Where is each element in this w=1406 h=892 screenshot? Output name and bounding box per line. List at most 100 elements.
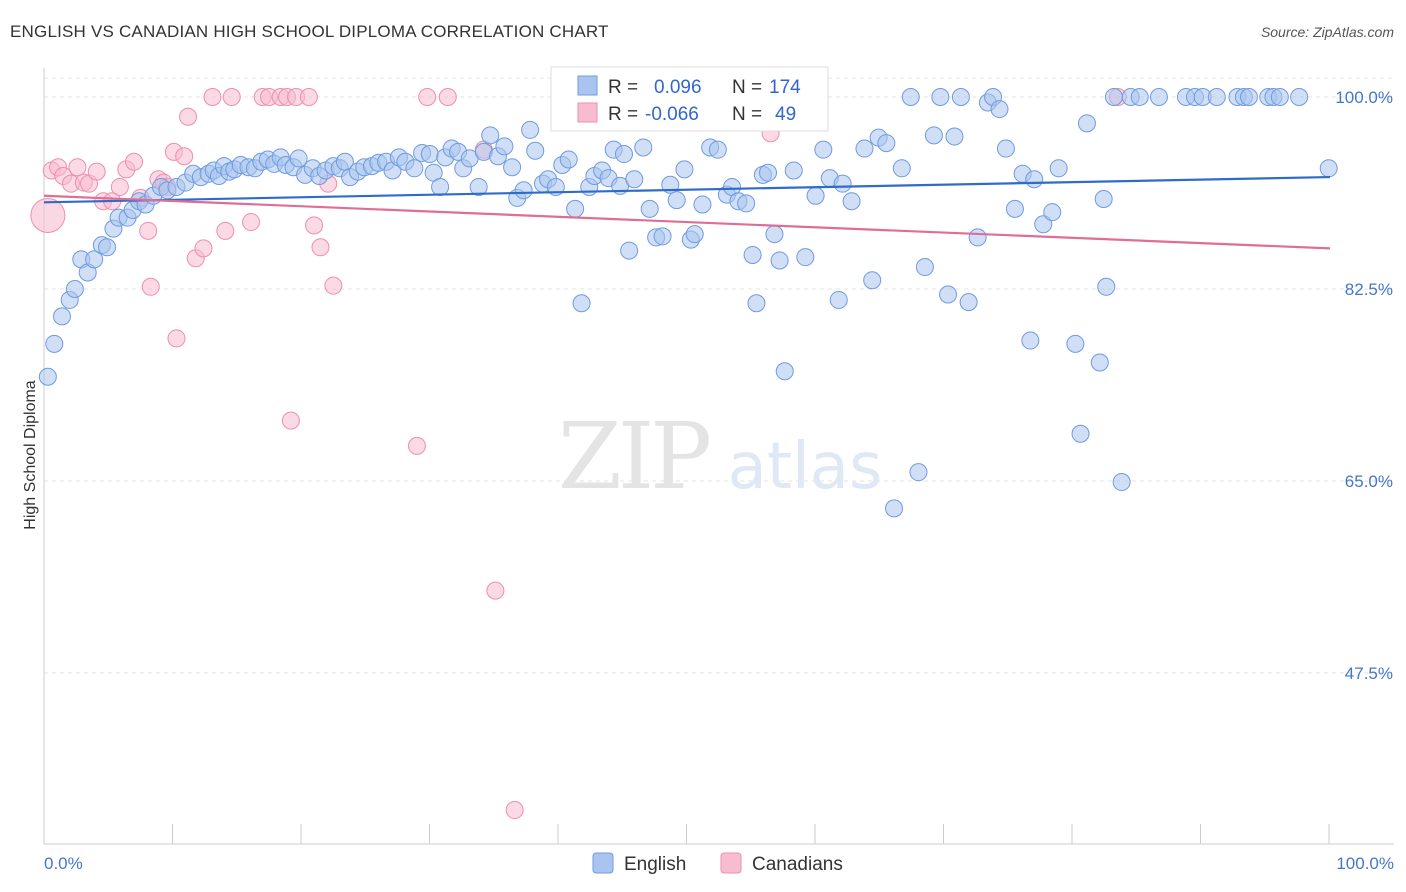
point-english — [566, 199, 585, 218]
point-english — [842, 192, 861, 211]
point-english — [85, 250, 104, 269]
point-english — [996, 139, 1015, 158]
bottom-legend: English Canadians — [592, 852, 843, 875]
point-english — [775, 362, 794, 381]
point-english — [924, 126, 943, 145]
point-english — [968, 228, 987, 247]
point-canadians — [222, 88, 241, 106]
trend-line-english — [43, 175, 1331, 204]
point-english — [405, 159, 424, 178]
point-english — [620, 241, 639, 260]
point-english — [1097, 277, 1116, 296]
point-english — [38, 367, 57, 386]
point-english — [1005, 199, 1024, 218]
point-canadians — [194, 239, 213, 258]
point-english — [784, 161, 803, 180]
point-english — [614, 145, 633, 164]
series-canadians-points — [30, 88, 1127, 820]
point-english — [469, 177, 488, 196]
point-english — [289, 149, 308, 168]
point-english — [806, 186, 825, 205]
point-canadians — [305, 216, 324, 235]
point-canadians — [139, 221, 158, 240]
bottom-legend-canadians: Canadians — [752, 854, 843, 875]
trend-lines — [43, 175, 1331, 250]
point-english — [990, 100, 1009, 119]
point-english — [1319, 159, 1338, 178]
legend-english-r-value: 0.096 — [654, 77, 702, 98]
watermark: ZIP atlas — [558, 403, 882, 510]
watermark-atlas: atlas — [728, 430, 883, 504]
point-canadians — [141, 277, 160, 296]
point-english — [1021, 331, 1040, 350]
point-canadians — [216, 221, 235, 240]
y-tick-label: 65.0% — [1345, 472, 1393, 491]
point-english — [885, 499, 904, 518]
point-english — [814, 140, 833, 159]
point-english — [1071, 424, 1090, 443]
point-canadians — [311, 238, 330, 257]
point-english — [833, 174, 852, 193]
point-english — [693, 195, 712, 214]
point-canadians — [505, 801, 524, 820]
point-english — [877, 134, 896, 153]
point-canadians — [438, 88, 457, 106]
legend-swatch-canadians — [577, 102, 598, 123]
point-canadians — [68, 158, 87, 177]
point-english — [1149, 88, 1168, 106]
legend-swatch-english — [577, 75, 598, 96]
point-canadians — [203, 88, 222, 106]
point-english — [667, 191, 686, 210]
point-english — [951, 88, 970, 106]
point-english — [559, 150, 578, 169]
point-english — [481, 126, 500, 145]
point-english — [855, 139, 874, 158]
point-english — [829, 290, 848, 309]
point-english — [521, 120, 540, 139]
point-english — [625, 170, 644, 189]
legend-canadians-r-value: -0.066 — [645, 104, 699, 125]
point-english — [1066, 334, 1085, 353]
point-english — [1025, 170, 1044, 189]
point-english — [1094, 190, 1113, 209]
x-tick-label-min: 0.0% — [44, 854, 83, 873]
point-english — [1104, 88, 1123, 106]
point-canadians — [299, 88, 318, 106]
point-english — [634, 138, 653, 157]
y-tick-label: 47.5% — [1345, 664, 1393, 683]
point-english — [1049, 159, 1068, 178]
point-canadians — [242, 213, 261, 232]
y-tick-label: 82.5% — [1345, 280, 1393, 299]
point-english — [770, 251, 789, 270]
legend-canadians-n-value: 49 — [775, 104, 796, 125]
bottom-legend-swatch-canadians — [720, 852, 742, 874]
point-english — [495, 137, 514, 156]
point-english — [1034, 215, 1053, 234]
point-english — [708, 140, 727, 159]
point-english — [1090, 353, 1109, 372]
point-canadians — [87, 162, 106, 181]
point-english — [759, 163, 778, 182]
point-english — [1077, 114, 1096, 133]
point-english — [45, 334, 64, 353]
point-english — [65, 279, 84, 298]
point-canadians — [324, 276, 343, 295]
point-english — [640, 199, 659, 218]
point-english — [743, 245, 762, 264]
legend-canadians-n-label: N = — [732, 104, 762, 125]
point-english — [909, 463, 928, 482]
point-english — [1290, 88, 1309, 106]
point-english — [1130, 88, 1149, 106]
legend-canadians-r-label: R = — [608, 104, 638, 125]
point-canadians — [486, 581, 505, 600]
point-english — [98, 238, 117, 257]
point-english — [1207, 88, 1226, 106]
point-english — [747, 294, 766, 313]
point-english — [653, 227, 672, 246]
point-canadians — [167, 329, 186, 348]
point-english — [737, 194, 756, 213]
bottom-legend-english: English — [624, 854, 686, 875]
point-english — [863, 271, 882, 290]
point-english — [1270, 88, 1289, 106]
